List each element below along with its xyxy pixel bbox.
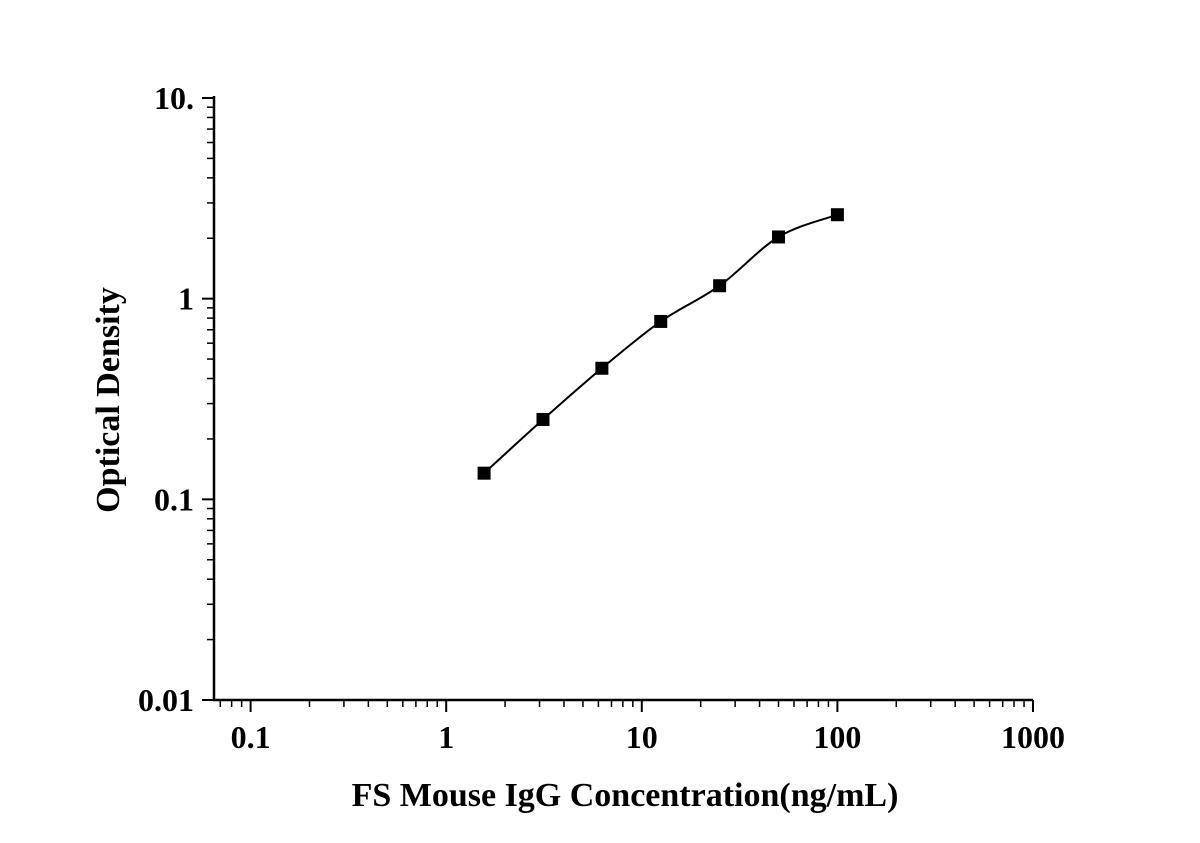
tick-marks [202, 97, 1034, 712]
y-tick-label: 0.1 [154, 481, 194, 517]
data-point-marker [713, 279, 727, 293]
data-point-marker [772, 230, 786, 244]
x-tick-label: 1000 [1001, 719, 1065, 755]
x-tick-label: 1 [438, 719, 454, 755]
y-axis-title: Optical Density [90, 287, 127, 513]
x-axis-title: FS Mouse IgG Concentration(ng/mL) [352, 777, 899, 814]
y-tick-label: 10. [154, 80, 194, 116]
data-point-marker [536, 412, 550, 426]
x-tick-label: 0.1 [231, 719, 271, 755]
axes [212, 96, 1033, 702]
x-tick-label: 100 [813, 719, 861, 755]
y-tick-label: 0.01 [138, 682, 194, 718]
data-point-marker [830, 208, 844, 222]
x-tick-label: 10 [626, 719, 658, 755]
data-point-marker [654, 314, 668, 328]
data-point-marker [595, 361, 609, 375]
tick-labels: 0.1 1 10 100 1000 0.01 0.1 1 10. [138, 80, 1065, 755]
fit-curve-line [483, 213, 838, 474]
fit-curve-layer [483, 213, 838, 474]
data-points [477, 208, 844, 480]
data-point-marker [477, 466, 491, 480]
y-tick-label: 1 [178, 281, 194, 317]
